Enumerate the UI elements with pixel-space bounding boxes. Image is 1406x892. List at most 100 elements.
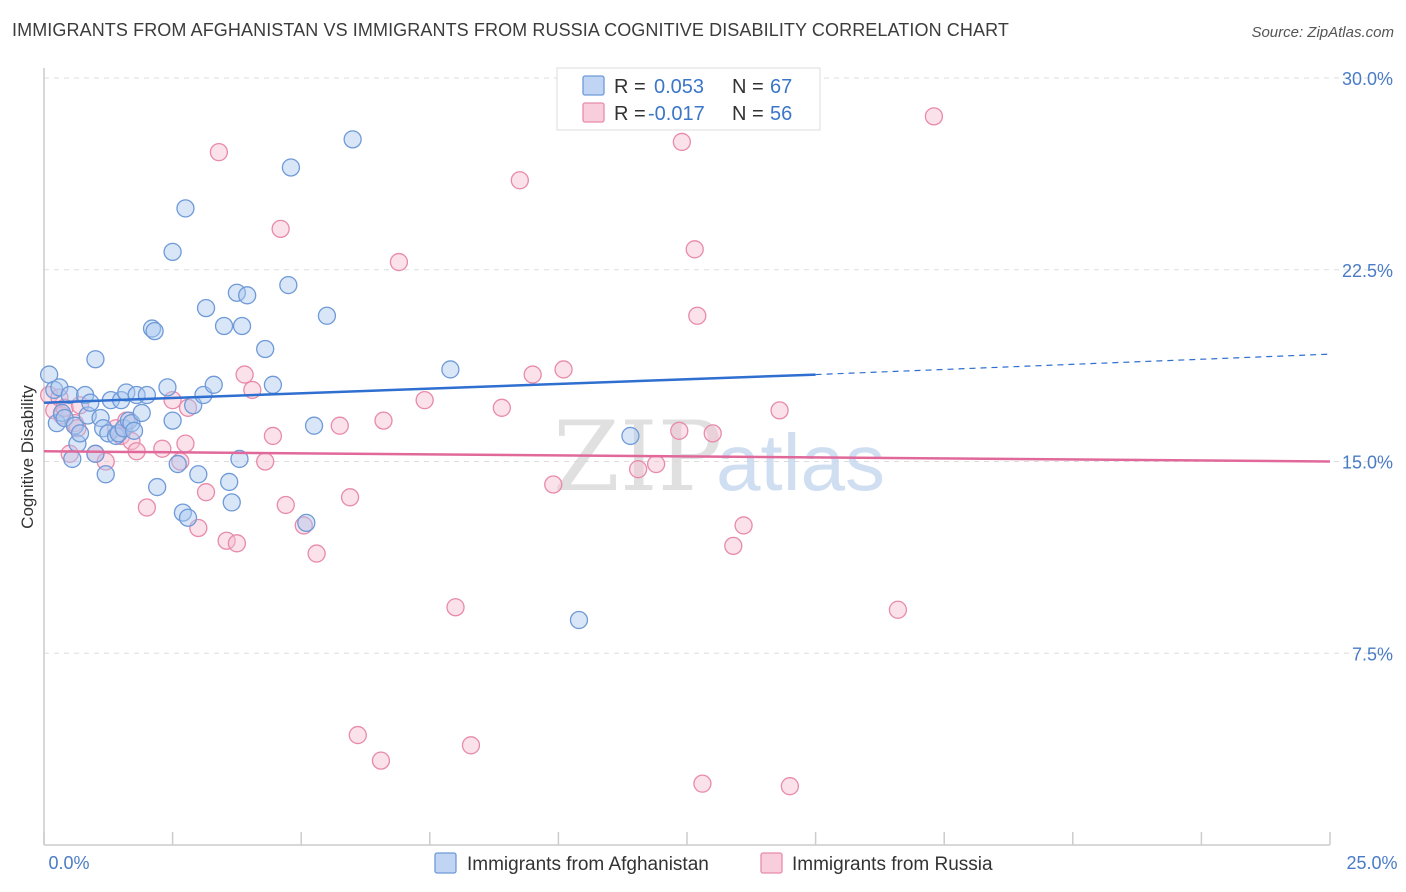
x-tick-label-max: 25.0% bbox=[1346, 853, 1397, 873]
y-tick-label: 22.5% bbox=[1342, 261, 1393, 281]
afghanistan-n-value: 67 bbox=[770, 76, 792, 98]
afghanistan-point bbox=[106, 426, 126, 446]
russia-point bbox=[68, 419, 87, 438]
russia-point bbox=[294, 516, 313, 535]
russia-r-label: R = bbox=[614, 103, 646, 125]
russia-point bbox=[693, 774, 712, 793]
afghanistan-point bbox=[109, 424, 128, 443]
russia-point bbox=[235, 365, 254, 384]
y-tick-label: 7.5% bbox=[1352, 644, 1393, 664]
russia-point bbox=[688, 306, 707, 325]
afghanistan-point bbox=[132, 403, 151, 423]
afghanistan-series-swatch bbox=[434, 852, 457, 874]
afghanistan-point bbox=[238, 286, 257, 305]
russia-r-value: -0.017 bbox=[648, 103, 705, 125]
trend-lines bbox=[43, 353, 1331, 463]
russia-point bbox=[770, 401, 789, 420]
afghanistan-point bbox=[142, 319, 162, 338]
russia-point bbox=[703, 424, 722, 443]
russia-point bbox=[256, 452, 275, 471]
afghanistan-point bbox=[569, 610, 589, 630]
afghanistan-point bbox=[222, 493, 241, 512]
chart-title: IMMIGRANTS FROM AFGHANISTAN VS IMMIGRANT… bbox=[12, 20, 1009, 40]
afghanistan-point bbox=[86, 350, 105, 369]
afghanistan-point bbox=[279, 275, 298, 295]
afghanistan-trend-extension bbox=[815, 353, 1331, 376]
afghanistan-n-label: N = bbox=[732, 76, 764, 98]
afghanistan-point bbox=[263, 375, 283, 394]
afghanistan-point bbox=[52, 403, 72, 423]
afghanistan-point bbox=[214, 316, 234, 336]
russia-point bbox=[724, 536, 743, 556]
russia-point bbox=[374, 411, 393, 430]
russia-point bbox=[544, 475, 563, 494]
russia-point bbox=[492, 398, 511, 417]
russia-point bbox=[176, 434, 195, 453]
afghanistan-point bbox=[196, 298, 216, 318]
russia-point bbox=[461, 736, 481, 755]
russia-point bbox=[371, 751, 391, 770]
russia-point bbox=[685, 240, 704, 259]
afghanistan-point bbox=[158, 378, 177, 397]
russia-point bbox=[415, 390, 434, 410]
russia-point bbox=[348, 725, 367, 745]
russia-point bbox=[263, 426, 283, 446]
afghanistan-point bbox=[441, 360, 460, 379]
russia-legend-swatch bbox=[582, 102, 605, 123]
afghanistan-point bbox=[178, 508, 198, 527]
y-tick-label: 15.0% bbox=[1342, 453, 1393, 473]
afghanistan-legend-swatch bbox=[582, 75, 605, 96]
afghanistan-point bbox=[304, 416, 324, 435]
afghanistan-point bbox=[232, 316, 252, 336]
y-tick-labels: 7.5% 15.0% 22.5% 30.0% bbox=[1342, 69, 1393, 664]
y-axis-title: Cognitive Disability bbox=[18, 385, 37, 529]
russia-point bbox=[137, 498, 157, 517]
russia-point bbox=[646, 454, 666, 474]
russia-point bbox=[924, 107, 944, 126]
afghanistan-point bbox=[297, 513, 316, 533]
afghanistan-point bbox=[148, 477, 167, 497]
afghanistan-point bbox=[124, 421, 144, 440]
russia-point bbox=[446, 598, 465, 617]
afghanistan-r-label: R = bbox=[614, 76, 646, 98]
russia-n-label: N = bbox=[732, 103, 764, 125]
afghanistan-point bbox=[281, 158, 301, 177]
afghanistan-point bbox=[86, 444, 105, 463]
russia-point bbox=[271, 219, 290, 238]
russia-point bbox=[523, 365, 542, 384]
russia-point bbox=[227, 534, 247, 553]
afghanistan-trend-line bbox=[43, 373, 816, 404]
afghanistan-point bbox=[204, 375, 223, 394]
russia-point bbox=[209, 142, 229, 162]
russia-point bbox=[628, 460, 648, 479]
grid-lines bbox=[44, 77, 1392, 654]
russia-point bbox=[153, 439, 172, 458]
source-label: Source: ZipAtlas.com bbox=[1251, 24, 1394, 41]
afghanistan-point bbox=[81, 393, 100, 412]
russia-point bbox=[510, 171, 529, 190]
afghanistan-point bbox=[163, 242, 182, 262]
y-tick-label: 30.0% bbox=[1342, 69, 1393, 89]
russia-point bbox=[672, 132, 692, 152]
afghanistan-series-label: Immigrants from Afghanistan bbox=[467, 854, 709, 875]
afghanistan-point bbox=[63, 449, 82, 469]
russia-point bbox=[196, 483, 216, 502]
afghanistan-point bbox=[96, 465, 115, 484]
afghanistan-point bbox=[137, 385, 157, 405]
russia-series-swatch bbox=[760, 852, 783, 874]
russia-trend-line bbox=[43, 450, 1331, 463]
afghanistan-points bbox=[39, 130, 640, 630]
afghanistan-point bbox=[621, 426, 640, 446]
afghanistan-point bbox=[70, 424, 90, 443]
afghanistan-point bbox=[343, 130, 362, 149]
russia-point bbox=[389, 252, 409, 272]
afghanistan-point bbox=[317, 306, 337, 325]
russia-point bbox=[554, 360, 573, 379]
afghanistan-point bbox=[173, 503, 193, 522]
x-tick-label-min: 0.0% bbox=[48, 853, 89, 873]
russia-point bbox=[888, 600, 908, 619]
afghanistan-point bbox=[189, 465, 208, 484]
afghanistan-point bbox=[168, 454, 187, 474]
afghanistan-point bbox=[256, 339, 275, 359]
